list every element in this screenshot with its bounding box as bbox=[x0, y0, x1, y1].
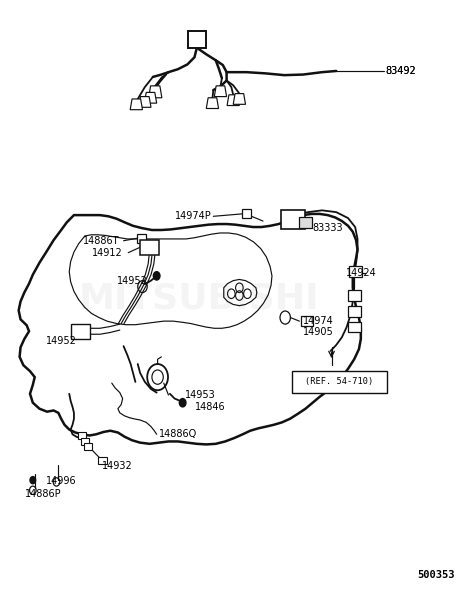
Text: 14974P: 14974P bbox=[174, 211, 211, 221]
Text: 83492: 83492 bbox=[386, 66, 417, 76]
Text: 14932: 14932 bbox=[102, 461, 133, 472]
Bar bbox=[299, 217, 312, 227]
Circle shape bbox=[30, 476, 36, 484]
Polygon shape bbox=[206, 98, 219, 109]
Text: 500353: 500353 bbox=[417, 570, 455, 580]
Text: 14953: 14953 bbox=[185, 390, 216, 400]
Bar bbox=[242, 210, 251, 219]
Bar bbox=[137, 234, 146, 242]
Polygon shape bbox=[139, 97, 151, 107]
Text: 14912: 14912 bbox=[92, 248, 123, 258]
Bar bbox=[98, 457, 107, 464]
Text: 14952: 14952 bbox=[46, 336, 76, 346]
Text: 83492: 83492 bbox=[386, 66, 417, 76]
Polygon shape bbox=[130, 99, 143, 110]
Text: 83333: 83333 bbox=[313, 223, 343, 233]
Text: MITSUBISHI: MITSUBISHI bbox=[79, 282, 319, 315]
Bar bbox=[301, 316, 313, 326]
Bar bbox=[84, 442, 92, 450]
Bar bbox=[78, 432, 86, 439]
Text: 14996: 14996 bbox=[46, 476, 76, 487]
Bar bbox=[281, 210, 305, 229]
Text: 14952: 14952 bbox=[117, 276, 147, 285]
Polygon shape bbox=[233, 94, 246, 104]
Bar bbox=[81, 438, 89, 445]
FancyBboxPatch shape bbox=[292, 371, 387, 393]
Polygon shape bbox=[227, 95, 239, 106]
Bar bbox=[347, 290, 361, 301]
Circle shape bbox=[179, 399, 186, 407]
Text: 14924: 14924 bbox=[346, 268, 376, 278]
Polygon shape bbox=[145, 93, 156, 103]
Bar bbox=[347, 306, 361, 317]
Text: 14886P: 14886P bbox=[25, 489, 62, 499]
Bar bbox=[188, 31, 206, 48]
Text: (REF. 54-710): (REF. 54-710) bbox=[305, 377, 374, 386]
Text: 14886Q: 14886Q bbox=[159, 429, 197, 439]
Bar bbox=[140, 240, 159, 255]
Polygon shape bbox=[214, 86, 227, 97]
Text: 14974: 14974 bbox=[303, 316, 334, 326]
Bar bbox=[347, 322, 361, 333]
Bar bbox=[71, 324, 90, 338]
Text: 14846: 14846 bbox=[194, 402, 225, 412]
Bar bbox=[348, 266, 362, 277]
Circle shape bbox=[154, 272, 160, 280]
Text: 14905: 14905 bbox=[303, 327, 334, 337]
Text: 14886T: 14886T bbox=[83, 236, 120, 246]
Polygon shape bbox=[149, 86, 162, 98]
